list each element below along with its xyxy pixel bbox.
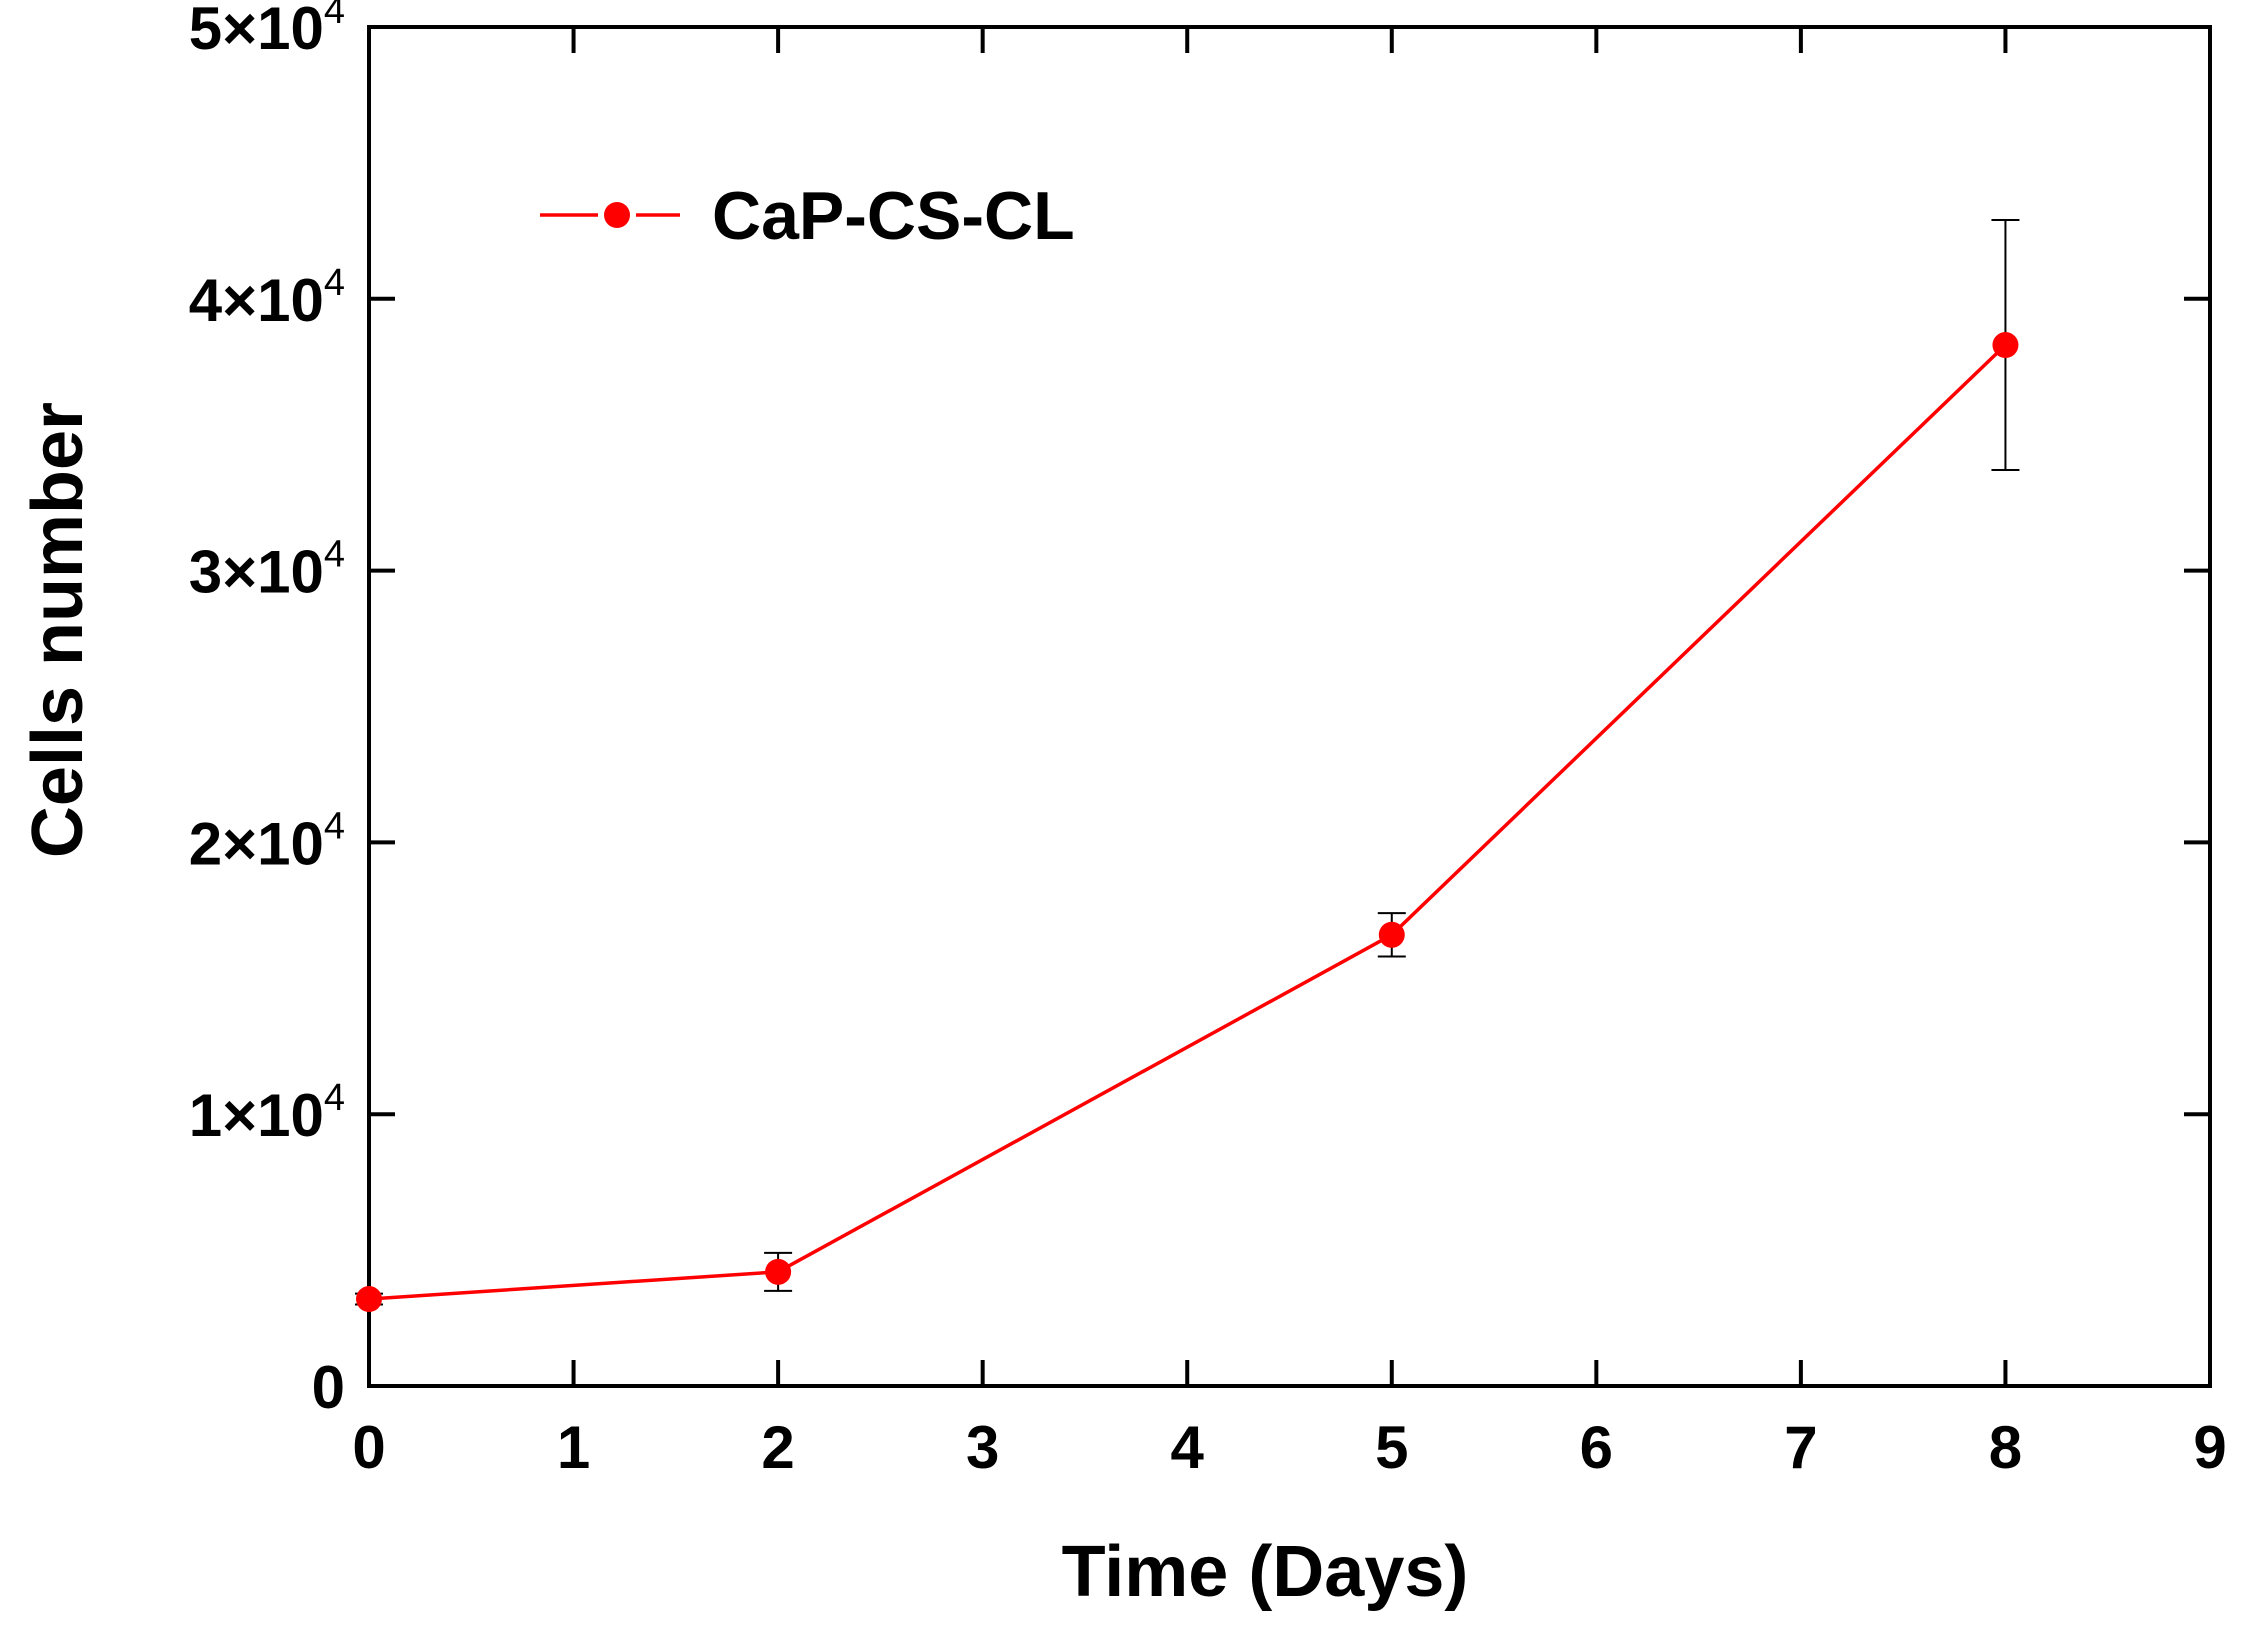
x-tick-label: 8 <box>1989 1414 2022 1481</box>
x-tick-label: 0 <box>352 1414 385 1481</box>
legend-label: CaP-CS-CL <box>712 178 1075 254</box>
plot-frame <box>367 25 2212 1388</box>
x-tick-label: 1 <box>557 1414 590 1481</box>
data-point <box>1992 332 2019 359</box>
data-point <box>765 1258 792 1285</box>
y-tick-label: 3×104 <box>189 534 345 606</box>
series-layer <box>355 218 2020 1313</box>
x-tick-label: 7 <box>1784 1414 1817 1481</box>
axes-layer: 0 1 2 3 4 5 6 7 8 9 0 1×104 2×104 3×104 4×104 5×104 <box>189 0 2227 1481</box>
series-line <box>368 343 2007 1301</box>
x-tick-label: 4 <box>1171 1414 1205 1481</box>
y-axis-title: Cells number <box>18 402 98 858</box>
x-tick-label: 2 <box>761 1414 794 1481</box>
x-tick-label: 3 <box>966 1414 999 1481</box>
y-tick-label: 2×104 <box>189 805 345 877</box>
y-tick-label: 4×104 <box>189 262 345 334</box>
y-tick-label: 1×104 <box>189 1077 345 1149</box>
y-tick-label: 5×104 <box>189 0 345 62</box>
x-tick-label: 6 <box>1580 1414 1613 1481</box>
x-axis-title: Time (Days) <box>1062 1532 1469 1612</box>
legend: CaP-CS-CL <box>540 178 1075 254</box>
data-point <box>356 1286 382 1313</box>
x-tick-label: 5 <box>1375 1414 1408 1481</box>
y-tick-label: 0 <box>312 1354 345 1421</box>
x-tick-label: 9 <box>2193 1414 2226 1481</box>
data-point <box>1378 921 1405 948</box>
legend-marker <box>604 202 630 228</box>
